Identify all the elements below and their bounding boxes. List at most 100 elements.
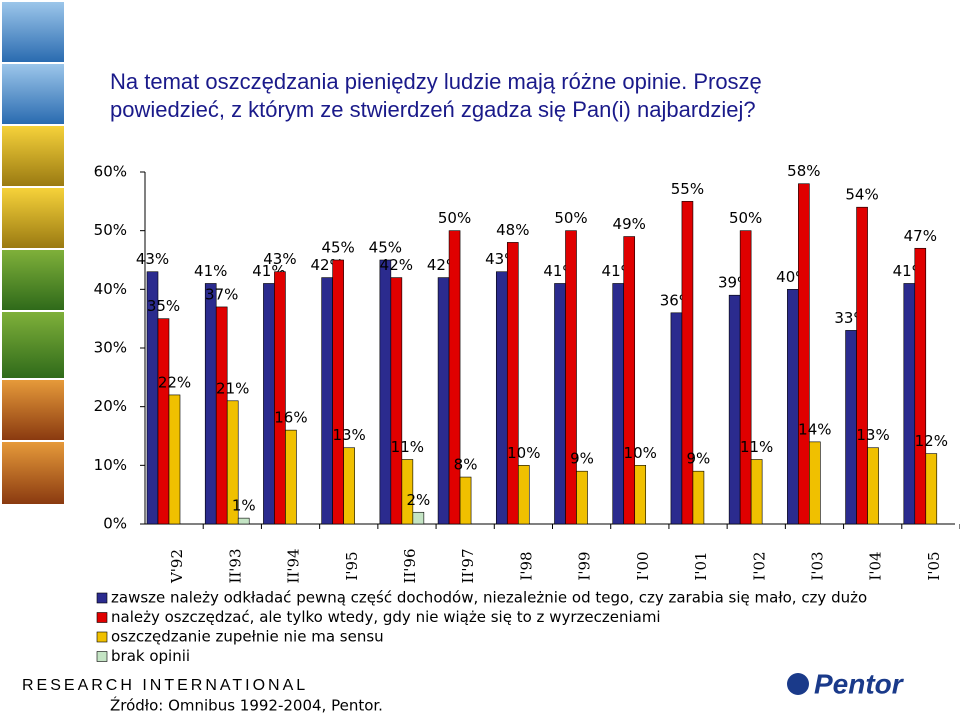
legend-marker (96, 631, 108, 643)
data-label: 16% (274, 409, 307, 427)
bar (263, 283, 275, 525)
bar (787, 289, 799, 525)
bar (237, 517, 250, 525)
data-label: 50% (438, 209, 471, 227)
bar (634, 465, 647, 525)
data-label: 58% (787, 162, 820, 180)
data-label: 11% (391, 438, 424, 456)
legend-label: należy oszczędzać, ale tylko wtedy, gdy … (111, 608, 661, 626)
chart-title: Na temat oszczędzania pieniędzy ludzie m… (110, 69, 762, 122)
photo-strip (2, 2, 64, 504)
data-label: 45% (321, 239, 354, 257)
data-label: 55% (671, 180, 704, 198)
x-tick-label: I'98 (517, 551, 535, 580)
bar (343, 447, 355, 525)
data-label: 41% (194, 262, 227, 280)
bar (914, 247, 927, 525)
x-tick-label: I'00 (634, 551, 652, 580)
bar (321, 277, 333, 525)
bar (681, 201, 694, 525)
legend: zawsze należy odkładać pewną część docho… (96, 589, 867, 665)
bar (274, 271, 286, 525)
y-tick-label: 60% (94, 163, 127, 181)
x-tick-label: I'99 (576, 551, 594, 580)
data-label: 54% (845, 186, 878, 204)
legend-marker (96, 651, 108, 662)
bar (332, 259, 344, 525)
data-label: 1% (232, 497, 256, 515)
bar (692, 470, 705, 525)
data-label: 13% (856, 426, 889, 444)
data-label: 43% (136, 250, 169, 268)
bar (285, 429, 297, 525)
x-tick-label: V'92 (168, 549, 186, 584)
bar (903, 283, 916, 525)
bar (215, 306, 228, 525)
data-label: 11% (740, 438, 773, 456)
bar (845, 330, 857, 525)
data-label: 21% (216, 379, 249, 397)
bar (623, 236, 636, 525)
legend-marker (96, 612, 108, 623)
y-tick-label: 50% (94, 221, 127, 239)
y-tick-label: 10% (94, 456, 127, 474)
data-label: 45% (369, 239, 402, 257)
bar (204, 283, 217, 525)
bar (925, 453, 938, 525)
brand: RESEARCH INTERNATIONAL (22, 677, 308, 694)
data-label: 50% (729, 209, 762, 227)
data-label: 9% (687, 450, 711, 468)
bar (554, 283, 566, 525)
bar (670, 312, 683, 525)
bar (168, 394, 181, 525)
bar (157, 318, 170, 525)
y-tick-label: 0% (103, 515, 127, 533)
data-label: 50% (554, 209, 587, 227)
data-label: 10% (507, 444, 540, 462)
bar (750, 459, 763, 525)
bar (798, 183, 810, 525)
data-label: 13% (332, 426, 365, 444)
bar (401, 459, 414, 525)
bar (379, 259, 392, 525)
legend-label: zawsze należy odkładać pewną część docho… (111, 589, 867, 607)
bar (739, 230, 752, 525)
bar (506, 242, 519, 525)
bar (809, 441, 821, 525)
x-tick-label: I'02 (750, 551, 768, 580)
x-tick-label: I'03 (808, 551, 826, 580)
legend-marker (96, 592, 108, 604)
bar (565, 230, 577, 525)
y-tick-label: 20% (94, 397, 127, 415)
bar (412, 511, 425, 525)
x-tick-label: I'01 (692, 551, 710, 580)
logo-mark (787, 673, 809, 695)
x-tick-label: I'95 (343, 551, 361, 580)
data-label: 43% (263, 250, 296, 268)
data-label: 9% (570, 450, 594, 468)
data-label: 48% (496, 221, 529, 239)
data-label: 35% (147, 297, 180, 315)
bar (226, 400, 239, 525)
bar (856, 206, 868, 525)
data-label: 8% (454, 456, 478, 474)
y-tick-label: 40% (94, 280, 127, 298)
data-label: 42% (380, 256, 413, 274)
data-label: 22% (158, 373, 191, 391)
data-label: 14% (798, 420, 831, 438)
bar (495, 271, 508, 525)
x-tick-label: II'96 (401, 548, 419, 583)
x-tick-label: I'05 (925, 551, 943, 580)
x-tick-label: II'94 (285, 548, 303, 583)
data-label: 37% (205, 285, 238, 303)
legend-label: oszczędzanie zupełnie nie ma sensu (111, 628, 384, 646)
legend-label: brak opinii (111, 647, 190, 665)
bar (517, 465, 530, 525)
bar (437, 277, 450, 525)
data-label: 47% (904, 227, 937, 245)
x-tick-label: II'93 (226, 548, 244, 583)
data-label: 2% (406, 491, 430, 509)
bar (612, 283, 625, 525)
